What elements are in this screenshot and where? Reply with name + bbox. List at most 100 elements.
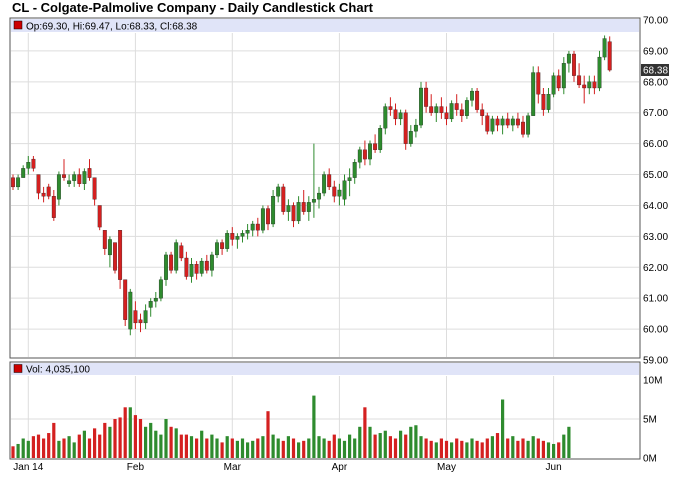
candle-body (408, 131, 413, 144)
candle-body (169, 254, 174, 271)
volume-bar (77, 434, 81, 458)
candle-body (148, 301, 153, 308)
candle-body (327, 174, 332, 188)
volume-bar (133, 415, 137, 458)
volume-bar (47, 433, 51, 458)
volume-bar (337, 438, 341, 458)
volume-axis: 0M 5M 10M (643, 376, 662, 465)
volume-bar (388, 436, 392, 458)
candle-body (332, 186, 337, 197)
volume-bar (21, 438, 25, 458)
candle-body (301, 202, 306, 212)
candle-body (286, 205, 291, 212)
candle-body (230, 233, 235, 240)
candle-body (490, 118, 495, 132)
date-tick-label: Feb (127, 462, 145, 473)
candle-body (419, 87, 423, 126)
volume-bar (327, 440, 331, 458)
candle-body (393, 109, 398, 120)
volume-bar (317, 436, 321, 458)
volume-bar (36, 434, 41, 458)
volume-bar (322, 438, 326, 458)
candle-body (572, 53, 576, 76)
volume-bar (11, 446, 15, 458)
candle-body (102, 230, 107, 249)
candle-body (113, 242, 117, 271)
price-axis: 59.00 60.00 61.00 62.00 63.00 64.00 65.00 66.00… (643, 16, 668, 367)
volume-bar (42, 438, 46, 458)
candle-body (184, 257, 189, 277)
candle-body (515, 118, 520, 126)
candle-body (485, 115, 490, 132)
candle-body (561, 63, 566, 89)
volume-bar (291, 438, 296, 458)
volume-bar (93, 428, 97, 458)
volume-bar (123, 407, 127, 458)
candle-body (220, 242, 225, 249)
price-tick-label: 65.00 (643, 170, 668, 181)
candle-body (97, 205, 102, 228)
last-price-tag (641, 64, 669, 76)
candle-body (266, 208, 270, 225)
candle-body (368, 143, 372, 160)
volume-bar (195, 438, 199, 458)
volume-bar (342, 440, 347, 458)
volume-bar (246, 442, 250, 458)
volume-bar (276, 438, 280, 458)
candle-body (26, 162, 31, 169)
volume-bar (103, 422, 107, 458)
last-price-label: 68.38 (643, 66, 668, 77)
candle-body (72, 174, 77, 181)
volume-bar (220, 442, 224, 458)
candle-body (383, 106, 388, 129)
candle-body (158, 279, 163, 299)
candle-body (123, 279, 128, 320)
volume-bar (154, 430, 158, 458)
volume-readout: Vol: 4,035,100 (26, 365, 90, 376)
candle-body (495, 118, 500, 126)
candle-body (77, 174, 82, 184)
candle-body (194, 264, 199, 274)
candle-body (41, 192, 46, 197)
candle-body (403, 112, 408, 144)
volume-bar (378, 433, 382, 458)
candle-body (164, 254, 168, 280)
candle-body (582, 84, 587, 89)
ohlc-readout: Op:69.30, Hi:69.47, Lo:68.33, Cl:68.38 (26, 22, 198, 33)
volume-bar (439, 438, 443, 458)
candle-body (556, 75, 561, 89)
candle-body (245, 230, 250, 234)
volume-tick-label: 5M (643, 415, 657, 426)
volume-bar (302, 440, 306, 458)
volume-bar (536, 438, 540, 458)
candle-body (311, 199, 316, 203)
volume-bar (567, 426, 571, 458)
candle-body (454, 103, 459, 110)
volume-bar (444, 440, 449, 458)
candle-body (362, 149, 367, 160)
volume-bar (256, 438, 260, 458)
candle-body (373, 143, 378, 150)
volume-bar (511, 436, 515, 458)
volume-bar (546, 442, 551, 458)
candle-body (250, 223, 255, 231)
volume-bar (286, 436, 290, 458)
volume-bar (450, 442, 454, 458)
price-tick-label: 67.00 (643, 108, 668, 119)
volume-bar (189, 436, 194, 458)
volume-bar (215, 438, 219, 458)
volume-bar (485, 438, 489, 458)
volume-bar (312, 395, 316, 458)
volume-bar (52, 422, 56, 458)
candle-body (291, 205, 296, 222)
volume-bar (16, 443, 20, 458)
volume-bar (297, 442, 301, 458)
candle-body (51, 196, 56, 218)
candle-body (276, 186, 281, 197)
volume-bar (455, 438, 459, 458)
candle-body (398, 112, 403, 120)
volume-bar (552, 443, 556, 458)
candle-body (439, 106, 444, 113)
volume-bar (72, 442, 76, 458)
candle-body (235, 236, 240, 240)
